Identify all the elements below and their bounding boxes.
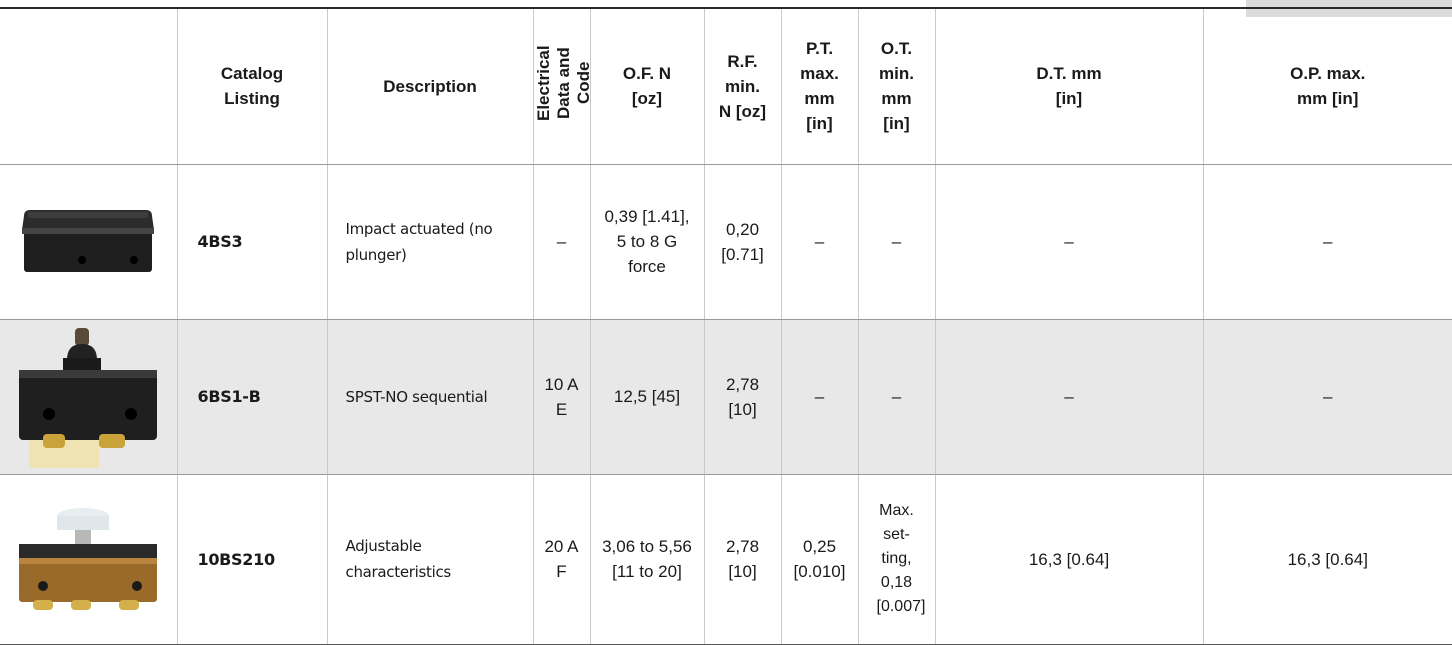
description: SPST-NO sequential <box>326 319 534 475</box>
release-force: 2,78 [10] <box>703 474 782 645</box>
overtravel: – <box>857 164 936 320</box>
product-image-cell <box>0 164 178 320</box>
table-header-row: Catalog Listing Description Electrical D… <box>0 9 1452 165</box>
electrical-data: – <box>532 164 591 320</box>
header-rf: R.F. min. N [oz] <box>703 9 782 165</box>
impact-actuated-switch-icon <box>22 209 155 272</box>
table-row: 6BS1-B SPST-NO sequential 10 A E 12,5 [4… <box>0 319 1452 475</box>
table-row: 10BS210 Adjustable characteristics 20 A … <box>0 474 1452 645</box>
header-catalog-listing: Catalog Listing <box>176 9 328 165</box>
adjustable-switch-icon <box>19 508 158 610</box>
overtravel: – <box>857 319 936 475</box>
header-pt: P.T. max. mm [in] <box>780 9 859 165</box>
switch-spec-table: Catalog Listing Description Electrical D… <box>0 9 1452 645</box>
catalog-listing: 10BS210 <box>176 474 328 645</box>
header-electrical-data: Electrical Data and Code <box>532 9 593 165</box>
header-dt: D.T. mm [in] <box>934 9 1204 165</box>
header-image <box>0 9 178 165</box>
operating-force: 12,5 [45] <box>589 319 705 475</box>
catalog-listing: 6BS1-B <box>176 319 328 475</box>
release-force: 0,20 [0.71] <box>703 164 782 320</box>
differential-travel: – <box>934 164 1204 320</box>
product-image-cell <box>0 319 178 475</box>
release-force: 2,78 [10] <box>703 319 782 475</box>
operating-force: 3,06 to 5,56 [11 to 20] <box>589 474 705 645</box>
description: Impact actuated (no plunger) <box>326 164 534 320</box>
header-description: Description <box>326 9 534 165</box>
overtravel: Max. set-ting, 0,18 [0.007] <box>857 474 936 645</box>
differential-travel: 16,3 [0.64] <box>934 474 1204 645</box>
header-of: O.F. N [oz] <box>589 9 705 165</box>
operating-position: – <box>1202 164 1452 320</box>
table-row: 4BS3 Impact actuated (no plunger) – 0,39… <box>0 164 1452 320</box>
header-op: O.P. max. mm [in] <box>1202 9 1452 165</box>
header-ot: O.T. min. mm [in] <box>857 9 936 165</box>
operating-position: – <box>1202 319 1452 475</box>
operating-position: 16,3 [0.64] <box>1202 474 1452 645</box>
description: Adjustable characteristics <box>326 474 534 645</box>
electrical-data: 20 A F <box>532 474 591 645</box>
pretravel: – <box>780 319 859 475</box>
electrical-data: 10 A E <box>532 319 591 475</box>
pretravel: 0,25 [0.010] <box>780 474 859 645</box>
plunger-switch-icon <box>19 327 158 468</box>
top-rule <box>0 7 1452 9</box>
catalog-listing: 4BS3 <box>176 164 328 320</box>
pretravel: – <box>780 164 859 320</box>
differential-travel: – <box>934 319 1204 475</box>
operating-force: 0,39 [1.41], 5 to 8 G force <box>589 164 705 320</box>
product-image-cell <box>0 474 178 645</box>
